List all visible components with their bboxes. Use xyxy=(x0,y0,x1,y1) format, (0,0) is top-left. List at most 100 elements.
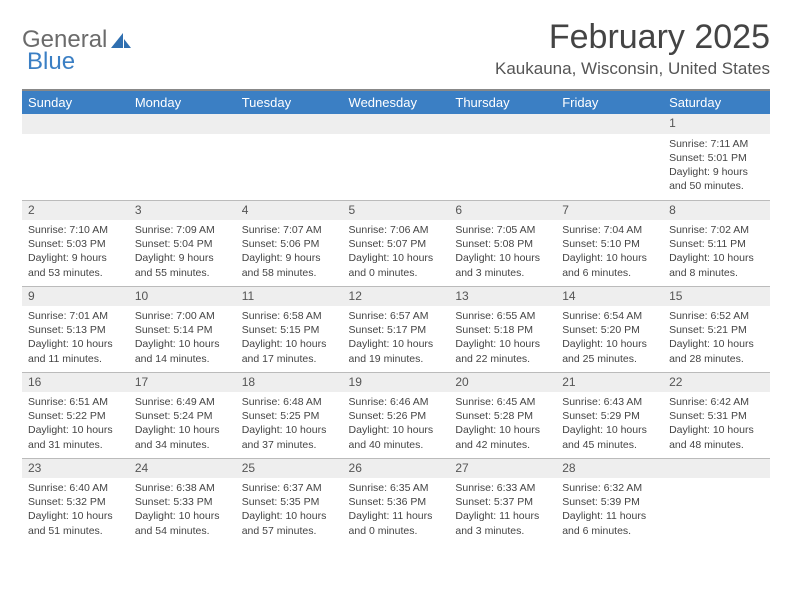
sunset-text: Sunset: 5:15 PM xyxy=(242,323,337,337)
col-saturday: Saturday xyxy=(663,90,770,114)
sunset-text: Sunset: 5:29 PM xyxy=(562,409,657,423)
day-number: 26 xyxy=(343,459,450,479)
calendar-day-cell: 22Sunrise: 6:42 AMSunset: 5:31 PMDayligh… xyxy=(663,372,770,458)
sunrise-text: Sunrise: 6:54 AM xyxy=(562,309,657,323)
calendar-day-cell xyxy=(129,114,236,200)
sunrise-text: Sunrise: 6:38 AM xyxy=(135,481,230,495)
sunset-text: Sunset: 5:04 PM xyxy=(135,237,230,251)
day-body: Sunrise: 6:57 AMSunset: 5:17 PMDaylight:… xyxy=(343,306,450,370)
daylight-text: Daylight: 10 hours and 54 minutes. xyxy=(135,509,230,537)
day-number: 21 xyxy=(556,373,663,393)
calendar-day-cell: 16Sunrise: 6:51 AMSunset: 5:22 PMDayligh… xyxy=(22,372,129,458)
day-number: 18 xyxy=(236,373,343,393)
day-number: 2 xyxy=(22,201,129,221)
calendar-day-cell: 7Sunrise: 7:04 AMSunset: 5:10 PMDaylight… xyxy=(556,200,663,286)
day-body: Sunrise: 6:40 AMSunset: 5:32 PMDaylight:… xyxy=(22,478,129,542)
day-number: 24 xyxy=(129,459,236,479)
day-number: 20 xyxy=(449,373,556,393)
calendar-day-cell xyxy=(343,114,450,200)
daylight-text: Daylight: 9 hours and 55 minutes. xyxy=(135,251,230,279)
day-body: Sunrise: 6:35 AMSunset: 5:36 PMDaylight:… xyxy=(343,478,450,542)
day-number-empty xyxy=(236,114,343,134)
day-number: 13 xyxy=(449,287,556,307)
sunrise-text: Sunrise: 7:06 AM xyxy=(349,223,444,237)
day-body: Sunrise: 6:55 AMSunset: 5:18 PMDaylight:… xyxy=(449,306,556,370)
calendar-day-cell: 1Sunrise: 7:11 AMSunset: 5:01 PMDaylight… xyxy=(663,114,770,200)
sunrise-text: Sunrise: 7:00 AM xyxy=(135,309,230,323)
daylight-text: Daylight: 10 hours and 37 minutes. xyxy=(242,423,337,451)
day-number: 25 xyxy=(236,459,343,479)
sunset-text: Sunset: 5:10 PM xyxy=(562,237,657,251)
day-body: Sunrise: 6:32 AMSunset: 5:39 PMDaylight:… xyxy=(556,478,663,542)
col-monday: Monday xyxy=(129,90,236,114)
daylight-text: Daylight: 10 hours and 34 minutes. xyxy=(135,423,230,451)
day-number: 1 xyxy=(663,114,770,134)
sunset-text: Sunset: 5:08 PM xyxy=(455,237,550,251)
day-body: Sunrise: 7:00 AMSunset: 5:14 PMDaylight:… xyxy=(129,306,236,370)
calendar-day-cell: 23Sunrise: 6:40 AMSunset: 5:32 PMDayligh… xyxy=(22,458,129,544)
calendar-day-cell xyxy=(663,458,770,544)
sunset-text: Sunset: 5:26 PM xyxy=(349,409,444,423)
sunset-text: Sunset: 5:13 PM xyxy=(28,323,123,337)
day-number: 12 xyxy=(343,287,450,307)
col-sunday: Sunday xyxy=(22,90,129,114)
sunrise-text: Sunrise: 6:35 AM xyxy=(349,481,444,495)
sunrise-text: Sunrise: 7:09 AM xyxy=(135,223,230,237)
daylight-text: Daylight: 10 hours and 48 minutes. xyxy=(669,423,764,451)
sunset-text: Sunset: 5:37 PM xyxy=(455,495,550,509)
sunrise-text: Sunrise: 7:01 AM xyxy=(28,309,123,323)
calendar-week-row: 16Sunrise: 6:51 AMSunset: 5:22 PMDayligh… xyxy=(22,372,770,458)
daylight-text: Daylight: 9 hours and 50 minutes. xyxy=(669,165,764,193)
day-body: Sunrise: 6:54 AMSunset: 5:20 PMDaylight:… xyxy=(556,306,663,370)
calendar-day-cell: 2Sunrise: 7:10 AMSunset: 5:03 PMDaylight… xyxy=(22,200,129,286)
sunset-text: Sunset: 5:33 PM xyxy=(135,495,230,509)
daylight-text: Daylight: 10 hours and 40 minutes. xyxy=(349,423,444,451)
sunset-text: Sunset: 5:06 PM xyxy=(242,237,337,251)
calendar-day-cell: 26Sunrise: 6:35 AMSunset: 5:36 PMDayligh… xyxy=(343,458,450,544)
col-wednesday: Wednesday xyxy=(343,90,450,114)
day-body: Sunrise: 7:10 AMSunset: 5:03 PMDaylight:… xyxy=(22,220,129,284)
daylight-text: Daylight: 10 hours and 19 minutes. xyxy=(349,337,444,365)
sunset-text: Sunset: 5:18 PM xyxy=(455,323,550,337)
daylight-text: Daylight: 10 hours and 51 minutes. xyxy=(28,509,123,537)
sunrise-text: Sunrise: 6:58 AM xyxy=(242,309,337,323)
col-thursday: Thursday xyxy=(449,90,556,114)
sunrise-text: Sunrise: 7:04 AM xyxy=(562,223,657,237)
daylight-text: Daylight: 11 hours and 6 minutes. xyxy=(562,509,657,537)
sunset-text: Sunset: 5:11 PM xyxy=(669,237,764,251)
day-number: 28 xyxy=(556,459,663,479)
sunset-text: Sunset: 5:35 PM xyxy=(242,495,337,509)
day-body: Sunrise: 6:37 AMSunset: 5:35 PMDaylight:… xyxy=(236,478,343,542)
day-number: 17 xyxy=(129,373,236,393)
daylight-text: Daylight: 10 hours and 14 minutes. xyxy=(135,337,230,365)
day-body: Sunrise: 7:06 AMSunset: 5:07 PMDaylight:… xyxy=(343,220,450,284)
day-number-empty xyxy=(556,114,663,134)
sunset-text: Sunset: 5:20 PM xyxy=(562,323,657,337)
calendar-day-cell: 15Sunrise: 6:52 AMSunset: 5:21 PMDayligh… xyxy=(663,286,770,372)
daylight-text: Daylight: 10 hours and 17 minutes. xyxy=(242,337,337,365)
sunrise-text: Sunrise: 6:40 AM xyxy=(28,481,123,495)
day-number: 15 xyxy=(663,287,770,307)
day-number: 14 xyxy=(556,287,663,307)
calendar-day-cell: 19Sunrise: 6:46 AMSunset: 5:26 PMDayligh… xyxy=(343,372,450,458)
calendar-day-cell: 8Sunrise: 7:02 AMSunset: 5:11 PMDaylight… xyxy=(663,200,770,286)
day-body: Sunrise: 6:52 AMSunset: 5:21 PMDaylight:… xyxy=(663,306,770,370)
day-number: 3 xyxy=(129,201,236,221)
calendar-week-row: 1Sunrise: 7:11 AMSunset: 5:01 PMDaylight… xyxy=(22,114,770,200)
sunrise-text: Sunrise: 6:55 AM xyxy=(455,309,550,323)
calendar-day-cell: 6Sunrise: 7:05 AMSunset: 5:08 PMDaylight… xyxy=(449,200,556,286)
day-number: 9 xyxy=(22,287,129,307)
day-body: Sunrise: 7:04 AMSunset: 5:10 PMDaylight:… xyxy=(556,220,663,284)
sunset-text: Sunset: 5:31 PM xyxy=(669,409,764,423)
day-body: Sunrise: 6:49 AMSunset: 5:24 PMDaylight:… xyxy=(129,392,236,456)
day-number: 10 xyxy=(129,287,236,307)
calendar-day-cell: 20Sunrise: 6:45 AMSunset: 5:28 PMDayligh… xyxy=(449,372,556,458)
page-title: February 2025 xyxy=(495,18,770,57)
calendar-week-row: 23Sunrise: 6:40 AMSunset: 5:32 PMDayligh… xyxy=(22,458,770,544)
sunrise-text: Sunrise: 6:46 AM xyxy=(349,395,444,409)
sunrise-text: Sunrise: 6:32 AM xyxy=(562,481,657,495)
sunrise-text: Sunrise: 6:51 AM xyxy=(28,395,123,409)
daylight-text: Daylight: 10 hours and 3 minutes. xyxy=(455,251,550,279)
day-body: Sunrise: 6:43 AMSunset: 5:29 PMDaylight:… xyxy=(556,392,663,456)
calendar-day-cell: 24 Sunrise: 6:38 AMSunset: 5:33 PMDayligh… xyxy=(129,458,236,544)
